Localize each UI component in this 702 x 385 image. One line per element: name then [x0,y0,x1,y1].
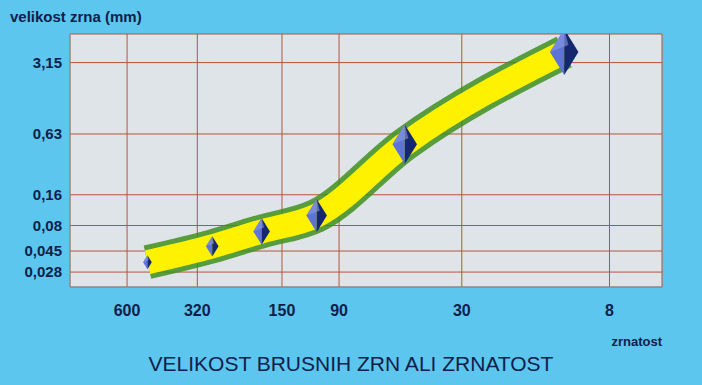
svg-text:30: 30 [453,302,471,319]
svg-text:3,15: 3,15 [33,54,62,71]
svg-text:0,028: 0,028 [24,263,62,280]
svg-text:90: 90 [330,302,348,319]
svg-text:0,045: 0,045 [24,242,62,259]
html-text:velikost zrna (mm): velikost zrna (mm) [10,8,142,25]
svg-text:150: 150 [269,302,296,319]
html-text:zrnatost: zrnatost [611,334,662,349]
html-text:VELIKOST BRUSNIH ZRN ALI ZRNAT: VELIKOST BRUSNIH ZRN ALI ZRNATOST [148,352,554,375]
svg-text:320: 320 [184,302,211,319]
svg-text:0,63: 0,63 [33,125,62,142]
svg-text:0,16: 0,16 [33,186,62,203]
svg-text:0,08: 0,08 [33,217,62,234]
svg-text:8: 8 [605,302,614,319]
svg-text:600: 600 [114,302,141,319]
